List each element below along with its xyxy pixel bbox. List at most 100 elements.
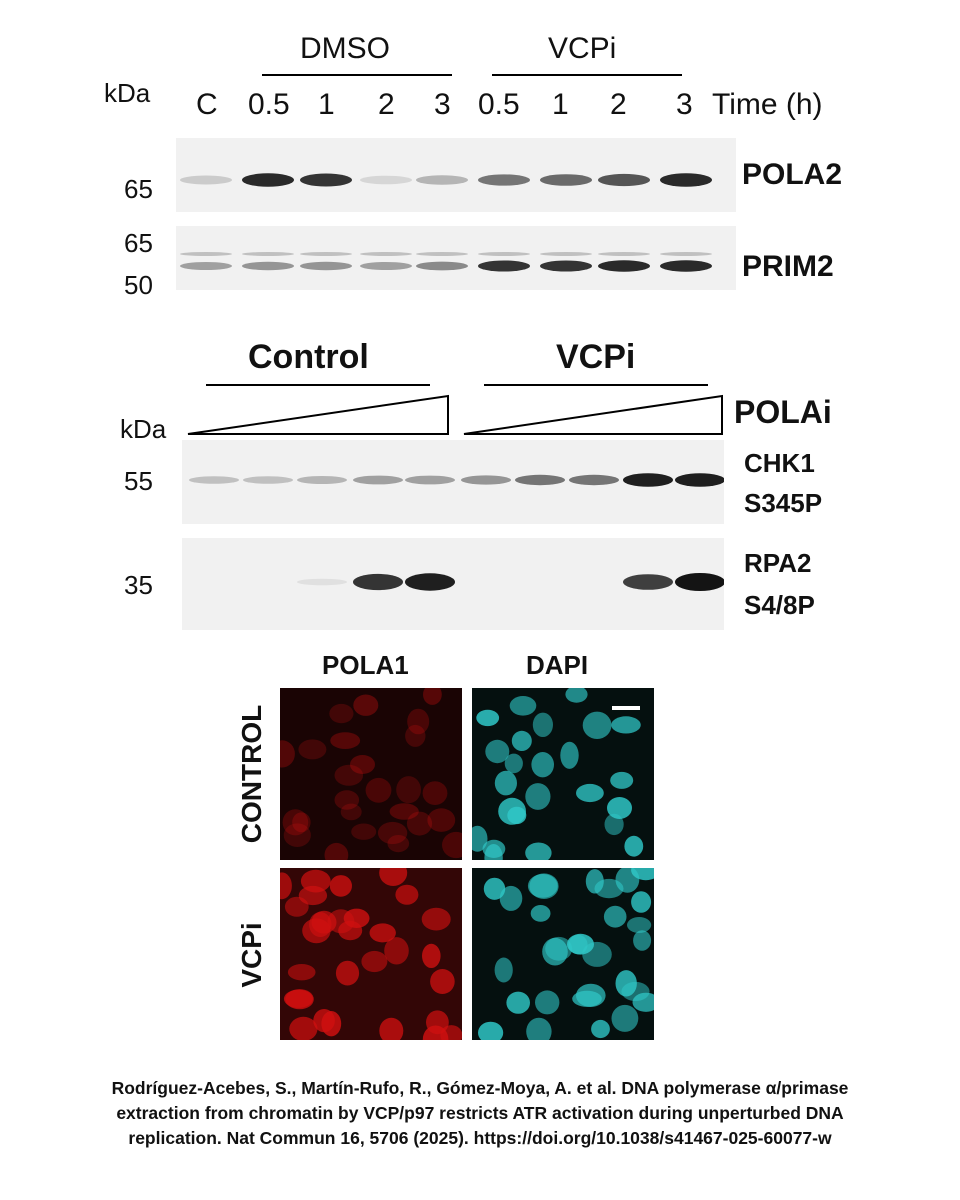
pola1-nucleus <box>329 703 354 724</box>
pola2-band <box>478 174 530 186</box>
dapi-nucleus <box>631 868 654 881</box>
dapi-nucleus <box>476 709 500 727</box>
pola1-nucleus <box>287 964 316 981</box>
dapi-nucleus <box>542 937 568 966</box>
protein-label-chk1: CHK1 <box>744 448 815 478</box>
pola1-nucleus <box>353 694 379 716</box>
pola1-nucleus <box>369 923 396 943</box>
protein-label-s48p: S4/8P <box>744 590 815 620</box>
dapi-nucleus <box>484 844 503 860</box>
dapi-nucleus <box>607 797 632 819</box>
lane-label: 3 <box>676 88 693 121</box>
pola1-nucleus <box>442 831 462 859</box>
chk1-band <box>515 474 565 486</box>
pola1-nucleus <box>335 960 360 986</box>
pola1-nucleus <box>396 776 421 804</box>
dapi-nucleus <box>560 741 579 769</box>
rpa2-band <box>297 578 347 586</box>
marker-label: 65 <box>124 174 153 204</box>
dapi-nucleus <box>631 891 652 913</box>
kda-label-top: kDa <box>104 78 151 108</box>
group-label-vcpi-mid: VCPi <box>556 338 636 376</box>
pola1-nucleus <box>298 885 328 906</box>
prim2-band <box>598 260 650 272</box>
dapi-vcpi-panel <box>472 868 654 1040</box>
pola1-nucleus <box>406 811 433 836</box>
pola1-nucleus <box>292 812 311 833</box>
dapi-nucleus <box>535 990 560 1015</box>
pola1-nucleus <box>283 989 313 1008</box>
pola1-nucleus <box>289 1016 318 1040</box>
pola1-nucleus <box>427 808 456 832</box>
dapi-nucleus <box>532 712 553 737</box>
control-bracket-line <box>206 384 430 386</box>
pola2-band <box>660 173 712 187</box>
dapi-nucleus <box>530 905 551 922</box>
pola1-nucleus <box>422 781 448 805</box>
dapi-nucleus <box>509 696 537 716</box>
pola2-blot <box>176 138 736 212</box>
dapi-nucleus <box>506 991 530 1014</box>
pola1-nucleus <box>361 950 388 973</box>
pola2-band <box>540 174 592 186</box>
prim2-band <box>478 260 530 272</box>
lane-label: 1 <box>318 88 335 121</box>
treatment-label-polai: POLAi <box>734 394 832 430</box>
pola1-nucleus <box>324 842 349 860</box>
pola1-vcpi-panel <box>280 868 462 1040</box>
chk1-band <box>297 476 347 484</box>
chk1-band <box>405 475 455 485</box>
prim2-band <box>360 261 412 271</box>
dapi-control-panel <box>472 688 654 860</box>
dapi-nucleus <box>624 835 644 857</box>
vcpi-bracket-line <box>492 74 682 76</box>
dapi-nucleus <box>472 825 488 852</box>
rpa2-band <box>675 573 725 591</box>
dapi-nucleus <box>604 813 624 836</box>
lane-label: 2 <box>610 88 627 121</box>
prim2-upper-band <box>478 252 530 256</box>
marker-label: 65 <box>124 228 153 258</box>
pola1-nucleus <box>311 910 337 934</box>
group-label-vcpi-top: VCPi <box>548 32 617 65</box>
prim2-upper-band <box>540 252 592 256</box>
prim2-upper-band <box>416 252 468 256</box>
chk1-band <box>353 475 403 485</box>
pola1-nucleus <box>423 688 442 705</box>
dapi-nucleus <box>504 753 523 774</box>
polai-wedge-vcpi <box>463 394 723 435</box>
pola1-nucleus <box>387 835 410 853</box>
chk1-band <box>461 475 511 485</box>
dapi-nucleus <box>507 806 527 825</box>
pola1-nucleus <box>430 969 455 994</box>
prim2-band <box>242 261 294 271</box>
dapi-nucleus <box>494 957 513 983</box>
pola1-nucleus <box>340 803 362 821</box>
rpa2-blot <box>182 538 725 630</box>
marker-label: 55 <box>124 466 153 496</box>
pola1-nucleus <box>351 823 377 840</box>
dapi-nucleus <box>610 771 634 789</box>
dapi-nucleus <box>485 739 510 764</box>
dapi-nucleus <box>594 878 624 899</box>
pola1-nucleus <box>384 937 409 965</box>
pola1-nucleus <box>282 809 309 836</box>
pola2-band <box>360 175 412 185</box>
pola1-nucleus <box>350 755 375 774</box>
pola1-nucleus <box>405 724 426 747</box>
marker-label: 35 <box>124 570 153 600</box>
citation-line: extraction from chromatin by VCP/p97 res… <box>116 1103 844 1123</box>
dapi-nucleus <box>511 730 532 751</box>
protein-label-pola2: POLA2 <box>742 158 843 191</box>
col-header-dapi: DAPI <box>526 650 589 680</box>
pola1-control-panel <box>280 688 462 860</box>
lane-label: 1 <box>552 88 569 121</box>
pola1-nucleus <box>422 943 441 968</box>
pola1-nucleus <box>389 803 419 820</box>
dapi-nucleus <box>478 1021 504 1040</box>
prim2-upper-band <box>360 252 412 256</box>
prim2-upper-band <box>300 252 352 256</box>
prim2-upper-band <box>660 252 712 256</box>
pola2-band <box>242 173 294 187</box>
col-header-pola1: POLA1 <box>322 650 409 680</box>
